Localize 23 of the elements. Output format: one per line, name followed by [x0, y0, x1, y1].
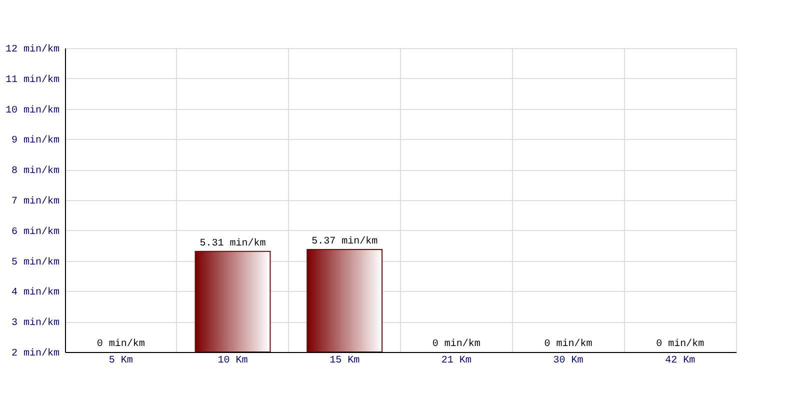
x-tick-label: 15 Km	[330, 356, 360, 366]
text: 0 min/km	[656, 339, 704, 350]
data-label: 5.37 min/km	[312, 236, 378, 248]
x-tick-label: 5 Km	[108, 356, 133, 366]
y-tick-label: 5 min/km	[11, 256, 60, 268]
y-tick-label: 3 min/km	[11, 317, 60, 330]
y-tick-label: 4 min/km	[11, 286, 60, 299]
y-tick-label: 12 min/km	[5, 44, 60, 56]
y-tick-label: 8 min/km	[11, 165, 60, 178]
y-tick-label: 9 min/km	[11, 134, 60, 147]
x-tick-label: 10 Km	[218, 356, 248, 366]
y-tick-label: 11 min/km	[5, 74, 60, 86]
text: 0 min/km	[544, 339, 592, 350]
text: 0 min/km	[96, 339, 145, 350]
y-tick-label: 10 min/km	[5, 104, 60, 116]
x-tick-label: 42 Km	[665, 356, 696, 366]
y-tick-label: 6 min/km	[11, 226, 60, 238]
y-tick-label: 2 min/km	[11, 348, 60, 360]
text: 0 min/km	[432, 339, 480, 350]
x-tick-label: 21 Km	[441, 356, 472, 366]
y-tick-label: 7 min/km	[11, 196, 60, 208]
data-label: 5.31 min/km	[200, 237, 266, 250]
x-tick-label: 30 Km	[553, 356, 584, 366]
